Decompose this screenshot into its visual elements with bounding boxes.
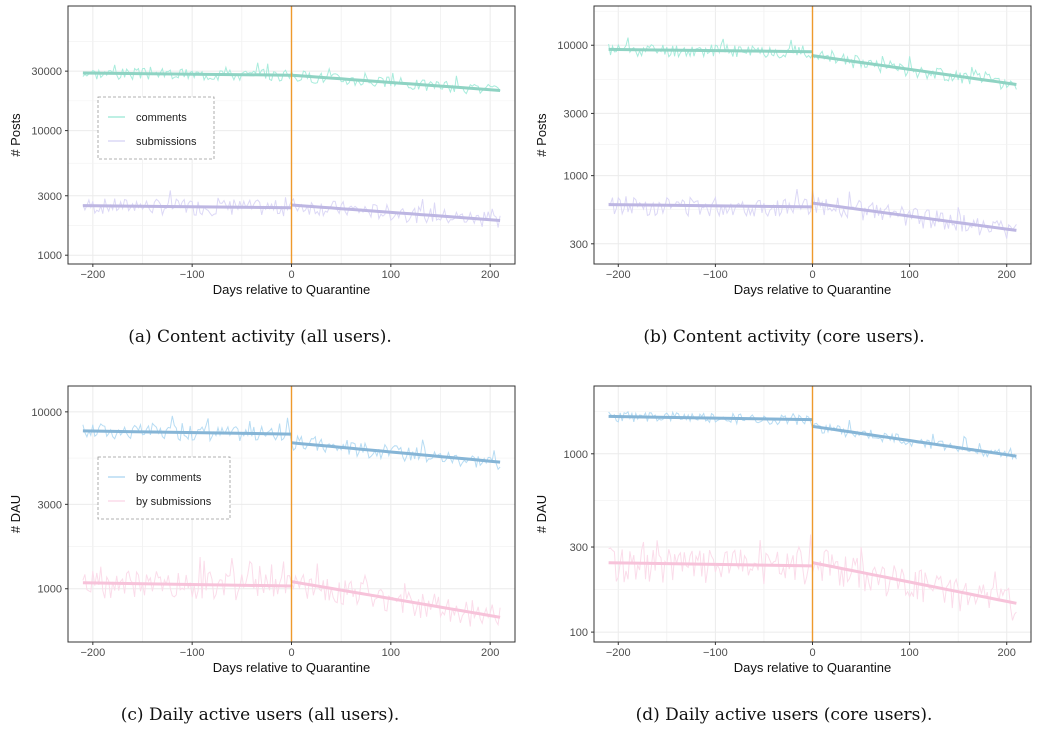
- series-trend-pre-1: [82, 204, 292, 210]
- x-tick-label: 0: [288, 269, 294, 281]
- x-tick-label: 200: [481, 647, 499, 659]
- x-tick-label: −100: [703, 647, 728, 659]
- legend-box: [97, 456, 231, 520]
- y-tick-label: 300: [570, 542, 588, 554]
- legend-label-1: by submissions: [136, 496, 212, 508]
- y-tick-label: 1000: [564, 449, 588, 461]
- series-trend-pre-0: [608, 47, 813, 54]
- x-tick-label: −100: [180, 647, 205, 659]
- x-axis-label: Days relative to Quarantine: [734, 660, 892, 675]
- x-tick-label: 0: [809, 647, 815, 659]
- x-axis-label: Days relative to Quarantine: [734, 282, 892, 297]
- x-tick-label: 100: [900, 647, 918, 659]
- series-trend-pre-0: [82, 429, 292, 436]
- chart-panel-a: −200 −100 0 100 200 1000 3000 10000 30000 Days re…: [8, 5, 516, 297]
- x-axis-label: Days relative to Quarantine: [213, 282, 371, 297]
- chart-panel-b: −200 −100 0 100 200 300 1000 3000 10000 Days rela…: [534, 5, 1032, 297]
- chart-panel-d: −200 −100 0 100 200 100 300 1000 Days relative t…: [534, 385, 1032, 675]
- x-axis-label: Days relative to Quarantine: [213, 660, 371, 675]
- x-tick-label: −100: [703, 269, 728, 281]
- x-tick-label: 200: [481, 269, 499, 281]
- x-tick-label: −200: [80, 647, 105, 659]
- series-trend-pre-0: [82, 71, 292, 77]
- x-tick-label: 0: [809, 269, 815, 281]
- x-tick-label: −200: [606, 269, 631, 281]
- series-trend-post-1: [812, 561, 1017, 605]
- series-trend-post-1: [291, 203, 501, 222]
- y-tick-label: 300: [570, 239, 588, 251]
- y-tick-label: 30000: [31, 66, 62, 78]
- y-tick-label: 3000: [564, 108, 588, 120]
- legend-box: [97, 96, 215, 160]
- series-trend-post-0: [812, 54, 1017, 86]
- y-tick-label: 1000: [564, 171, 588, 183]
- x-tick-label: 200: [998, 647, 1016, 659]
- caption-a: (a) Content activity (all users).: [128, 327, 392, 347]
- series-trend-post-0: [291, 441, 501, 464]
- x-tick-label: 100: [382, 647, 400, 659]
- y-axis-label: # Posts: [8, 113, 23, 157]
- caption-d: (d) Daily active users (core users).: [635, 705, 933, 725]
- series-trend-pre-0: [608, 414, 813, 422]
- y-tick-label: 10000: [31, 126, 62, 138]
- x-tick-label: 100: [382, 269, 400, 281]
- series-trend-post-0: [291, 73, 501, 92]
- series-trend-pre-1: [82, 581, 292, 588]
- x-tick-label: −200: [80, 269, 105, 281]
- caption-b: (b) Content activity (core users).: [643, 327, 925, 347]
- y-tick-label: 1000: [38, 584, 62, 596]
- series-trend-post-0: [812, 424, 1017, 458]
- legend-label-0: by comments: [136, 472, 202, 484]
- y-axis-label: # Posts: [534, 113, 549, 157]
- y-axis-label: # DAU: [8, 495, 23, 533]
- x-tick-label: −200: [606, 647, 631, 659]
- y-tick-label: 10000: [557, 40, 588, 52]
- legend-label-1: submissions: [136, 136, 197, 148]
- y-tick-label: 100: [570, 627, 588, 639]
- legend-label-0: comments: [136, 112, 187, 124]
- caption-c: (c) Daily active users (all users).: [120, 705, 400, 725]
- series-trend-pre-1: [608, 561, 813, 568]
- series-trend-pre-1: [608, 203, 813, 209]
- series-trend-post-1: [812, 201, 1017, 232]
- series-trend-post-1: [291, 580, 501, 619]
- y-axis-label: # DAU: [534, 495, 549, 533]
- x-tick-label: −100: [180, 269, 205, 281]
- y-tick-label: 3000: [38, 191, 62, 203]
- y-tick-label: 3000: [38, 499, 62, 511]
- x-tick-label: 100: [900, 269, 918, 281]
- x-tick-label: 200: [998, 269, 1016, 281]
- y-tick-label: 1000: [38, 250, 62, 262]
- x-tick-label: 0: [288, 647, 294, 659]
- y-tick-label: 10000: [31, 407, 62, 419]
- chart-panel-c: −200 −100 0 100 200 1000 3000 10000 Days relativ…: [8, 385, 516, 675]
